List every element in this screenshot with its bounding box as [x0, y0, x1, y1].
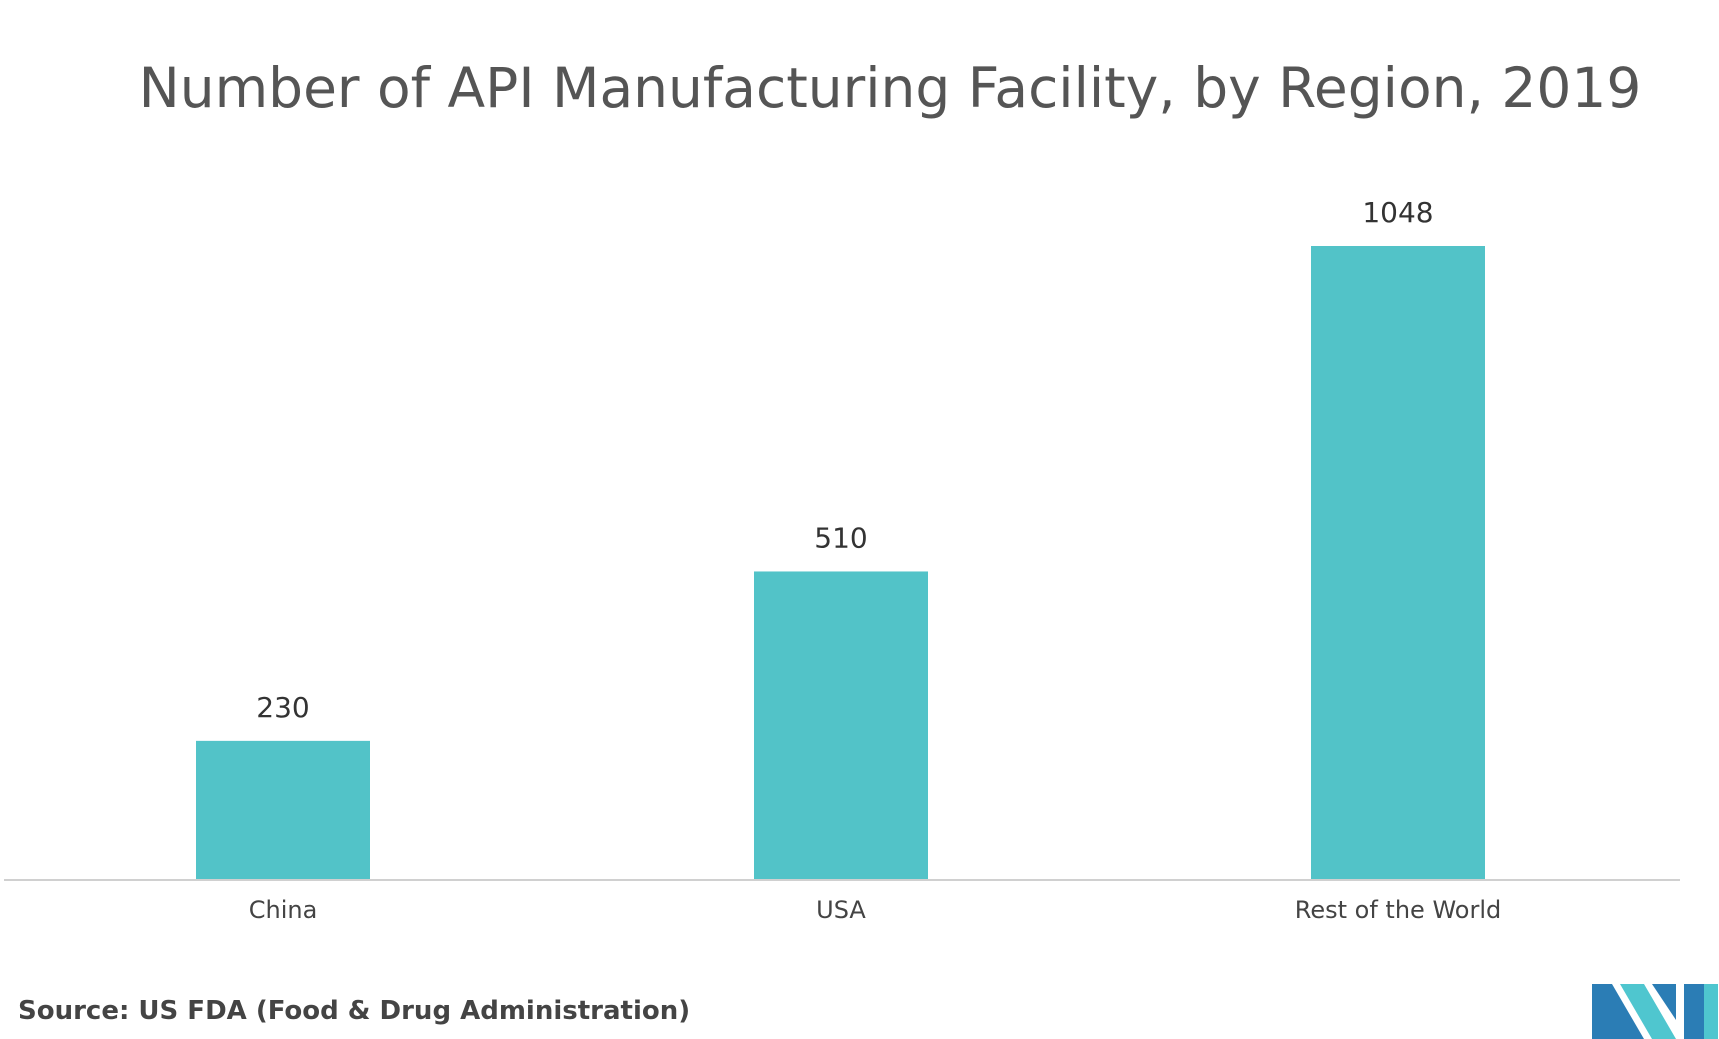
bar-china — [196, 740, 370, 880]
data-label-usa: 510 — [814, 521, 867, 554]
logo-shape-far — [1684, 984, 1704, 1039]
labels-layer: 230 China 510 USA 1048 Rest of the World — [249, 196, 1502, 924]
x-tick-label-china: China — [249, 896, 318, 924]
bar-usa — [754, 571, 928, 880]
data-label-china: 230 — [256, 691, 309, 724]
source-note: Source: US FDA (Food & Drug Administrati… — [18, 996, 691, 1026]
chart-title: Number of API Manufacturing Facility, by… — [138, 56, 1642, 120]
bars-layer — [196, 246, 1485, 880]
data-label-rest-of-the-world: 1048 — [1362, 196, 1433, 229]
brand-logo-icon — [1592, 984, 1718, 1039]
logo-shape-left — [1592, 984, 1644, 1039]
x-tick-label-usa: USA — [816, 896, 866, 924]
logo-shape-accent — [1704, 984, 1718, 1039]
logo-shape-right — [1652, 984, 1676, 1020]
bar-rest-of-the-world — [1311, 246, 1485, 880]
x-tick-label-rest-of-the-world: Rest of the World — [1295, 896, 1501, 924]
logo-shape-mid — [1620, 984, 1676, 1039]
